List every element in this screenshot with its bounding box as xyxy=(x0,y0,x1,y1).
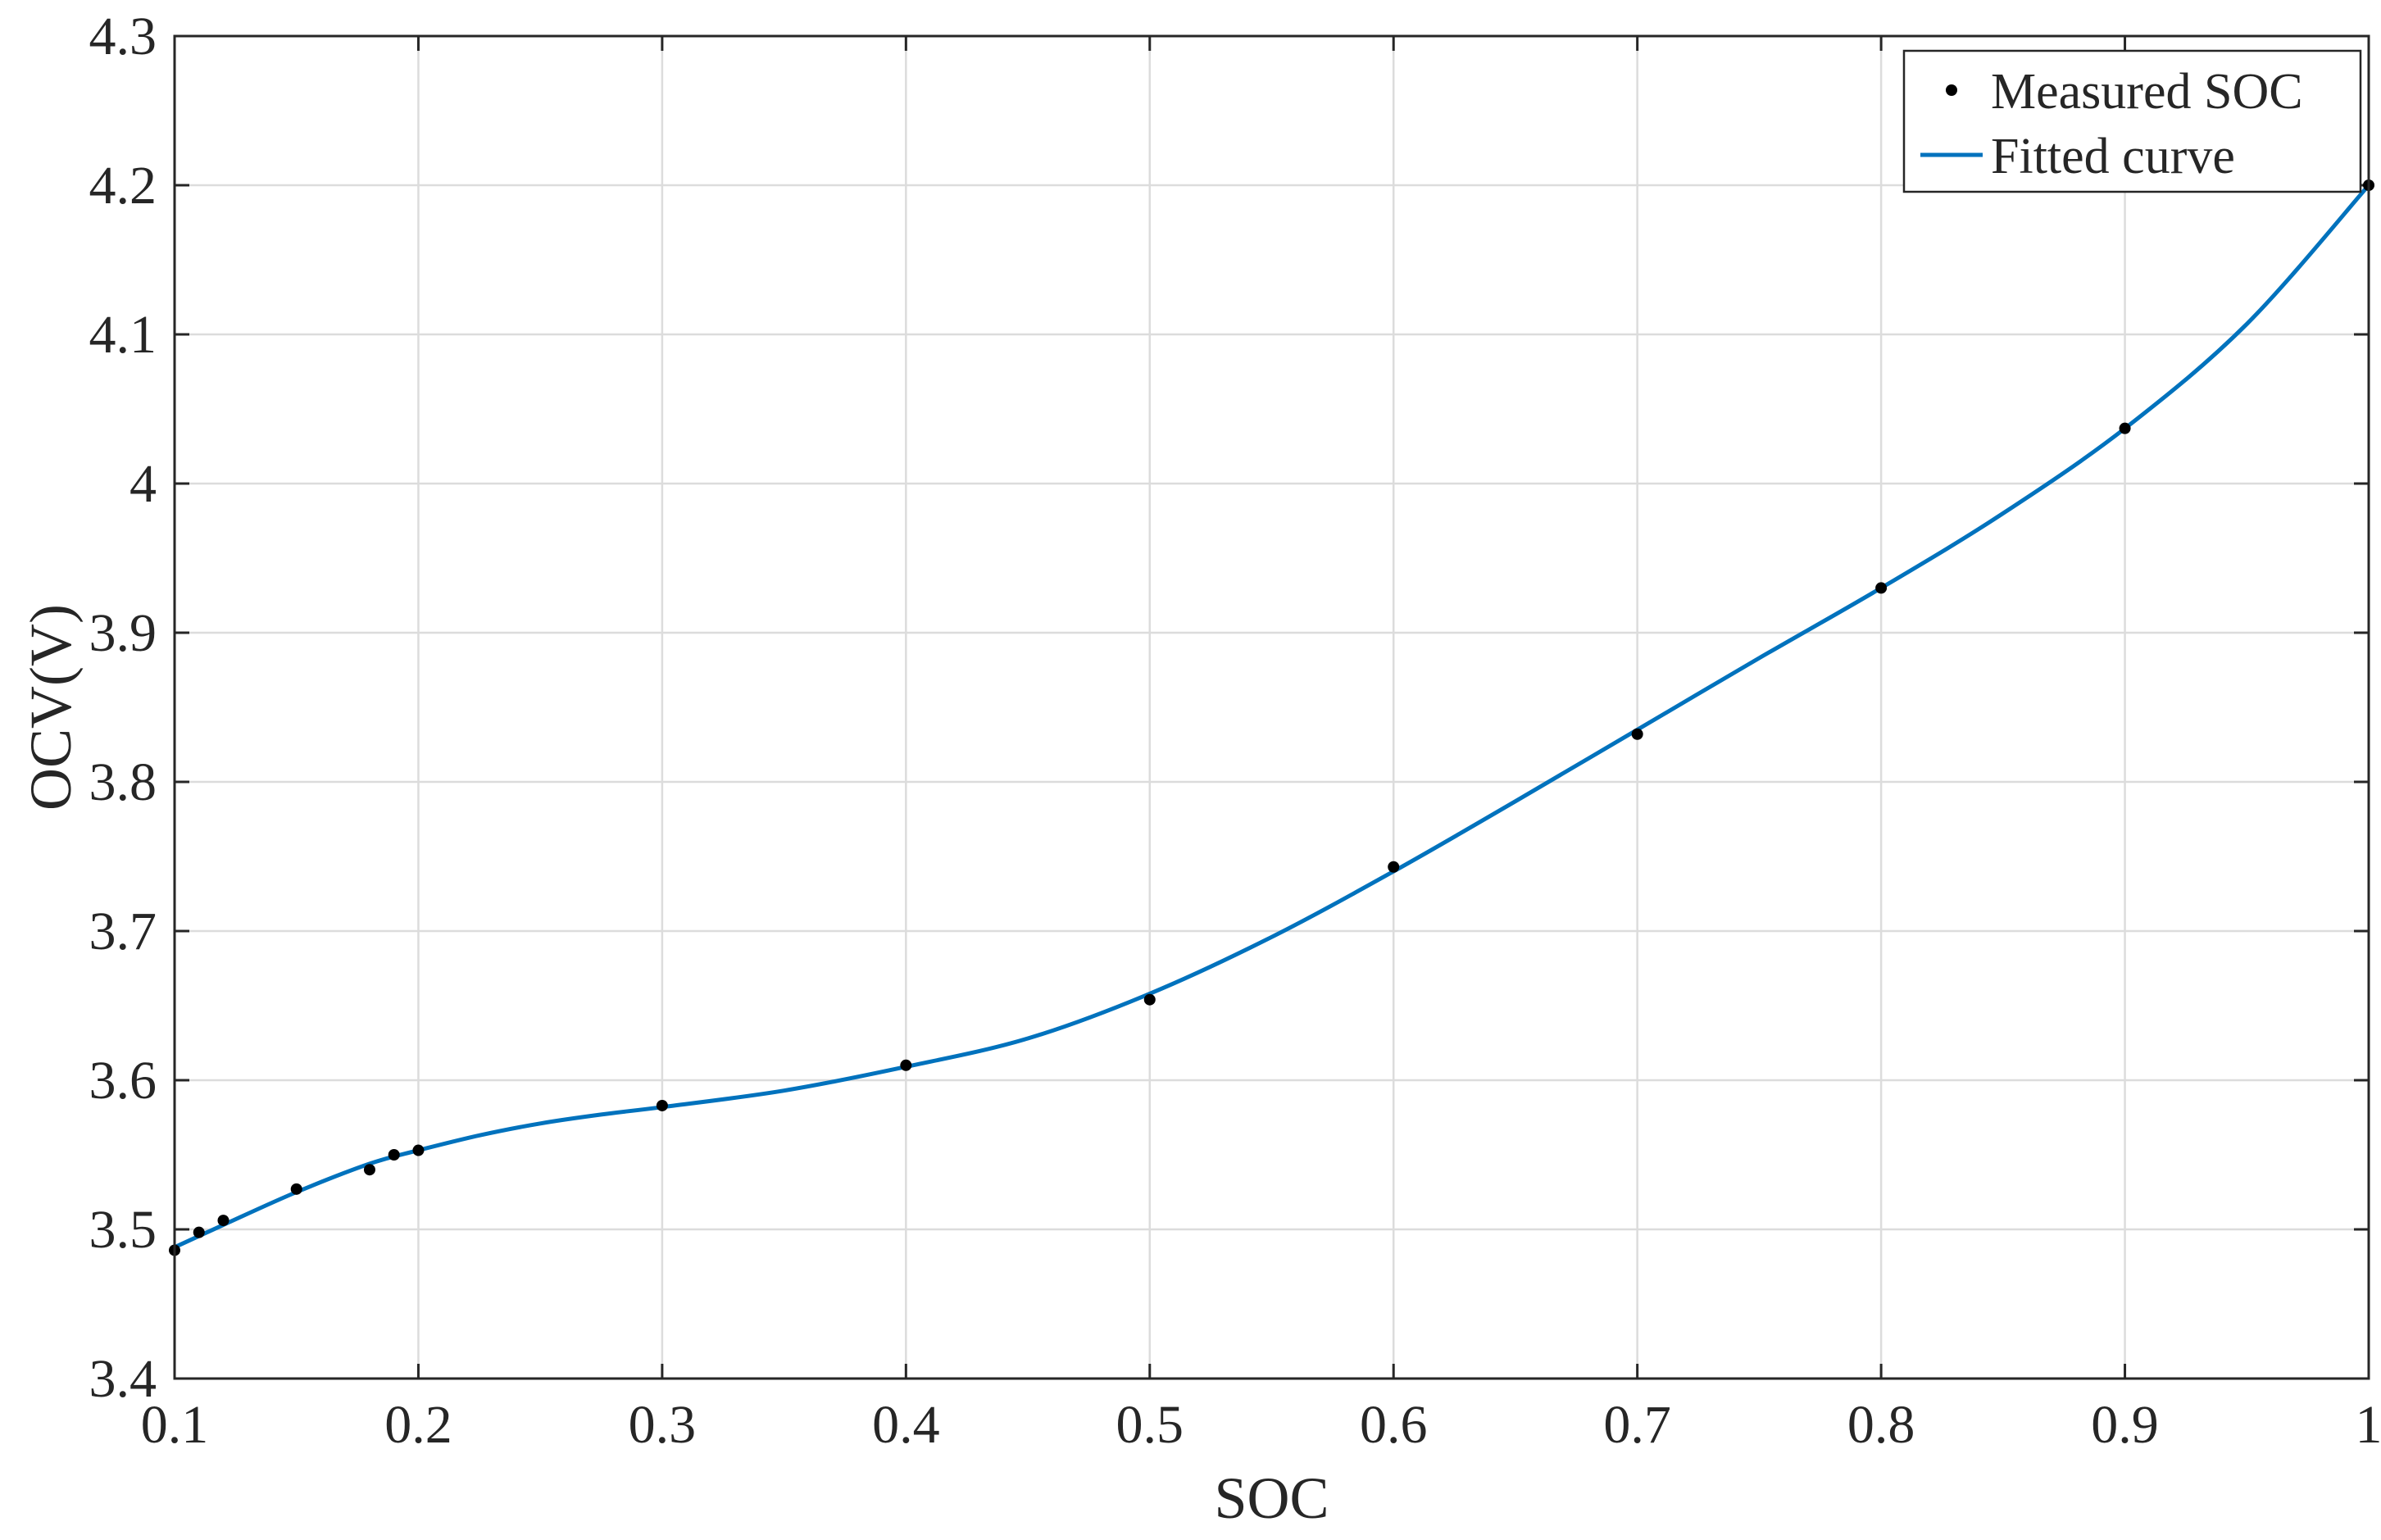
x-axis-label: SOC xyxy=(1214,1465,1329,1531)
tick-labels: 0.1 0.2 0.3 0.4 0.5 0.6 0.7 0.8 0.9 1 3.4 3.5 3.6 3.7… xyxy=(89,7,2381,1455)
x-tick-label: 0.4 xyxy=(872,1395,940,1455)
legend-box xyxy=(1902,49,2362,193)
y-tick-label: 4.2 xyxy=(89,156,157,216)
measured-soc-point xyxy=(2119,422,2131,434)
x-tick-label: 0.5 xyxy=(1116,1395,1184,1455)
measured-soc-point xyxy=(656,1099,668,1111)
legend-entry-fitted: Fitted curve xyxy=(1991,129,2235,184)
y-tick-label: 3.8 xyxy=(89,752,157,812)
measured-soc-point xyxy=(412,1144,425,1156)
measured-soc-point xyxy=(290,1183,302,1195)
legend-entry-measured: Measured SOC xyxy=(1991,64,2303,120)
y-tick-label: 3.6 xyxy=(89,1051,157,1111)
measured-soc-point xyxy=(363,1164,375,1176)
x-tick-label: 0.9 xyxy=(2091,1395,2159,1455)
x-tick-label: 0.6 xyxy=(1360,1395,1428,1455)
x-tick-label: 0.8 xyxy=(1847,1395,1915,1455)
y-tick-label: 4.1 xyxy=(89,305,157,365)
legend-marker-measured xyxy=(1946,84,1957,96)
y-tick-label: 3.9 xyxy=(89,603,157,663)
y-axis-label: OCV(V) xyxy=(18,604,84,811)
fitted-curve-line xyxy=(173,184,2370,1250)
measured-soc-point xyxy=(1631,728,1643,740)
measured-soc-point xyxy=(1388,861,1400,873)
y-tick-label: 3.4 xyxy=(89,1349,157,1409)
y-tick-label: 4.3 xyxy=(89,7,157,66)
x-tick-label: 0.2 xyxy=(384,1395,452,1455)
measured-soc-point xyxy=(217,1215,229,1227)
measured-soc-point xyxy=(388,1149,400,1161)
legend: Measured SOC Fitted curve xyxy=(1902,49,2362,193)
y-tick-label: 3.7 xyxy=(89,902,157,961)
axes-frame xyxy=(173,34,2370,1380)
series xyxy=(169,179,2374,1256)
y-tick-label: 3.5 xyxy=(89,1200,157,1260)
x-tick-label: 0.1 xyxy=(141,1395,209,1455)
measured-soc-point xyxy=(1143,993,1156,1006)
x-tick-label: 1 xyxy=(2356,1395,2381,1455)
x-tick-label: 0.3 xyxy=(629,1395,697,1455)
x-tick-label: 0.7 xyxy=(1603,1395,1671,1455)
measured-soc-point xyxy=(900,1059,912,1071)
y-tick-label: 4 xyxy=(130,454,157,514)
measured-soc-point xyxy=(1875,582,1888,594)
measured-soc-point xyxy=(193,1226,205,1238)
